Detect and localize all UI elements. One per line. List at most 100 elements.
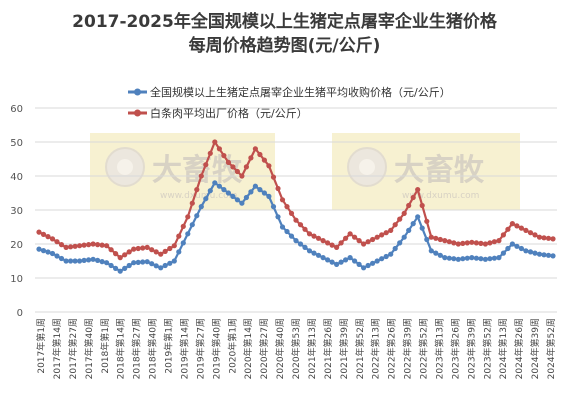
series-point: [505, 245, 511, 252]
series-point: [397, 240, 403, 246]
series-point: [329, 259, 335, 265]
series-point: [329, 242, 335, 248]
series-point: [225, 190, 231, 196]
series-point: [288, 210, 295, 216]
series-point: [496, 255, 502, 261]
x-tick-label: 2019年第40周: [210, 318, 222, 379]
series-point: [514, 223, 520, 229]
series-point: [58, 242, 65, 248]
series-point: [266, 193, 272, 199]
series-point: [446, 255, 452, 261]
series-point: [370, 260, 376, 266]
series-point: [315, 235, 322, 241]
series-point: [207, 188, 213, 194]
series-point: [95, 242, 101, 248]
series-point: [347, 255, 353, 261]
series-point: [275, 214, 281, 220]
series-point: [140, 259, 146, 265]
series-point: [113, 265, 119, 271]
series-point: [334, 244, 340, 250]
series-point: [90, 241, 96, 247]
series-point: [158, 265, 164, 271]
series-point: [117, 268, 123, 274]
series-point: [343, 257, 349, 263]
series-point: [419, 202, 425, 209]
series-point: [374, 234, 380, 240]
series-point: [379, 256, 385, 262]
series-point: [401, 210, 407, 216]
series-point: [243, 164, 249, 170]
series-point: [171, 243, 177, 249]
series-0: [36, 180, 556, 274]
y-tick-label: 50: [10, 138, 23, 149]
series-point: [234, 197, 240, 203]
watermark-url-right: www.dxumu.com: [402, 191, 479, 201]
x-tick-label: 2021年第39周: [338, 318, 350, 379]
series-point: [261, 157, 267, 163]
legend-marker-pork-price: [134, 109, 141, 117]
series-point: [68, 244, 74, 250]
series-point: [469, 255, 475, 261]
series-point: [541, 235, 547, 241]
series-point: [54, 239, 60, 245]
x-tick-label: 2021年第13周: [306, 318, 318, 379]
series-point: [144, 259, 150, 265]
legend-item-pork-price: 白条肉平均出厂价格（元/公斤）: [128, 106, 308, 120]
series-point: [334, 261, 340, 267]
series-point: [415, 187, 421, 193]
series-point: [491, 239, 497, 245]
series-point: [514, 243, 520, 249]
watermark-brand-right: 大畜牧: [394, 153, 485, 188]
x-tick-label: 2024年第39周: [529, 318, 541, 379]
series-point: [509, 221, 515, 227]
series-1: [36, 139, 556, 261]
series-point: [410, 194, 416, 201]
y-tick-label: 0: [17, 308, 23, 319]
x-tick-label: 2023年第52周: [481, 318, 493, 379]
x-tick-label: 2017年第27周: [67, 318, 79, 379]
series-point: [545, 235, 552, 241]
series-point: [248, 155, 254, 161]
series-point: [203, 162, 209, 168]
series-point: [428, 234, 434, 240]
series-point: [455, 241, 461, 247]
series-point: [257, 151, 263, 158]
series-point: [230, 164, 236, 170]
series-point: [433, 250, 439, 256]
series-point: [500, 232, 506, 238]
series-point: [126, 262, 132, 269]
series-point: [365, 262, 371, 269]
x-tick-label: 2023年第26周: [449, 318, 461, 379]
series-point: [176, 249, 182, 255]
series-point: [104, 243, 110, 249]
x-tick-label: 2017年第14周: [51, 318, 63, 379]
series-point: [257, 187, 263, 193]
series-point: [293, 217, 299, 223]
series-point: [108, 247, 114, 253]
series-point: [451, 240, 457, 246]
watermark-right: 大畜牧 www.dxumu.com: [332, 133, 520, 210]
series-point: [383, 230, 389, 236]
x-tick-label: 2017年第1周: [35, 318, 47, 374]
legend: 全国规模以上生猪定点屠宰企业生猪平均收购价格（元/公斤） 白条肉平均出厂价格（元…: [128, 85, 451, 120]
series-point: [266, 163, 272, 169]
series-point: [135, 259, 141, 265]
series-point: [279, 197, 286, 203]
series-point: [424, 218, 430, 224]
series-point: [437, 252, 443, 258]
series-point: [63, 258, 69, 264]
series-point: [189, 222, 195, 228]
series-point: [234, 168, 240, 175]
series-point: [338, 259, 344, 265]
legend-item-purchase-price: 全国规模以上生猪定点屠宰企业生猪平均收购价格（元/公斤）: [128, 85, 451, 99]
x-tick-label: 2018年第40周: [147, 318, 159, 379]
series-point: [72, 243, 78, 249]
series-point: [36, 229, 42, 235]
x-axis: 2017年第1周 2017年第14周 2017年第27周 2017年第40周 2018年…: [35, 318, 557, 379]
series-point: [270, 204, 277, 210]
series-point: [40, 231, 47, 237]
series-point: [45, 249, 51, 255]
series-point: [356, 238, 362, 244]
series-point: [54, 253, 60, 259]
series-point: [419, 225, 425, 231]
